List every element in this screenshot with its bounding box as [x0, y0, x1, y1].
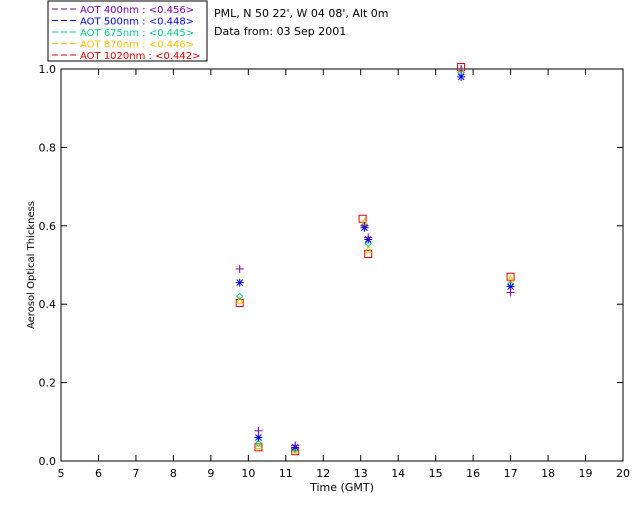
data-point-diamond — [236, 292, 244, 301]
y-tick-label: 0.2 — [39, 377, 57, 390]
data-point-triangle — [364, 245, 373, 253]
x-tick-label: 9 — [207, 467, 214, 480]
data-point-square — [506, 272, 515, 281]
x-tick-label: 20 — [616, 467, 630, 480]
data-point-square — [358, 214, 367, 223]
data-point-plus — [254, 426, 263, 435]
legend-label: AOT 400nm : <0.456> — [80, 5, 194, 16]
y-tick-label: 0.0 — [39, 455, 57, 468]
data-point-plus — [364, 233, 373, 242]
x-axis: 5 6 7 8 9 10 11 12 13 14 15 16 17 18 19 20 — [58, 69, 630, 480]
y-tick-label: 0.8 — [39, 141, 57, 154]
x-tick-label: 15 — [429, 467, 443, 480]
x-tick-label: 19 — [579, 467, 593, 480]
x-tick-label: 12 — [316, 467, 330, 480]
data-point-triangle — [291, 445, 299, 454]
date-info: Data from: 03 Sep 2001 — [214, 25, 346, 38]
data-point-square — [254, 443, 263, 452]
x-tick-label: 7 — [132, 467, 139, 480]
legend-label: AOT 870nm : <0.446> — [80, 40, 194, 51]
legend-label: AOT 1020nm : <0.442> — [80, 51, 200, 62]
data-point-plus — [360, 221, 369, 230]
data-point-diamond — [364, 239, 372, 248]
x-tick-label: 16 — [466, 467, 480, 480]
data-point-diamond — [291, 445, 299, 453]
x-tick-label: 14 — [391, 467, 405, 480]
legend: AOT 400nm : <0.456>AOT 500nm : <0.448>AO… — [52, 5, 200, 62]
x-tick-label: 8 — [170, 467, 177, 480]
legend-label: AOT 675nm : <0.445> — [80, 28, 194, 39]
plot-frame — [60, 68, 624, 462]
data-point-triangle — [254, 441, 263, 449]
data-point-plus — [291, 441, 300, 450]
y-axis: 0.0 0.2 0.4 0.6 0.8 1.0 — [39, 63, 623, 468]
site-info: PML, N 50 22', W 04 08', Alt 0m — [214, 7, 388, 20]
data-point-square — [364, 250, 373, 259]
data-point-plus — [506, 288, 515, 297]
data-point-triangle — [235, 296, 244, 304]
y-tick-label: 1.0 — [39, 63, 57, 76]
data-point-diamond — [254, 439, 263, 448]
data-point-triangle — [506, 274, 515, 283]
legend-box — [47, 0, 208, 62]
data-point-asterisk — [457, 72, 466, 81]
x-tick-label: 5 — [58, 467, 65, 480]
x-tick-label: 11 — [279, 467, 293, 480]
y-tick-label: 0.6 — [39, 220, 57, 233]
legend-label: AOT 500nm : <0.448> — [80, 17, 194, 28]
data-points — [235, 63, 515, 456]
data-point-plus — [457, 65, 466, 73]
x-tick-label: 17 — [504, 467, 518, 480]
y-tick-label: 0.4 — [39, 298, 57, 311]
data-point-asterisk — [235, 278, 244, 287]
y-axis-label: Aerosol Optical Thickness — [26, 201, 37, 329]
x-axis-label: Time (GMT) — [309, 481, 374, 494]
data-point-plus — [235, 264, 244, 273]
x-tick-label: 10 — [241, 467, 255, 480]
x-tick-label: 18 — [541, 467, 555, 480]
x-tick-label: 6 — [95, 467, 102, 480]
x-tick-label: 13 — [354, 467, 368, 480]
